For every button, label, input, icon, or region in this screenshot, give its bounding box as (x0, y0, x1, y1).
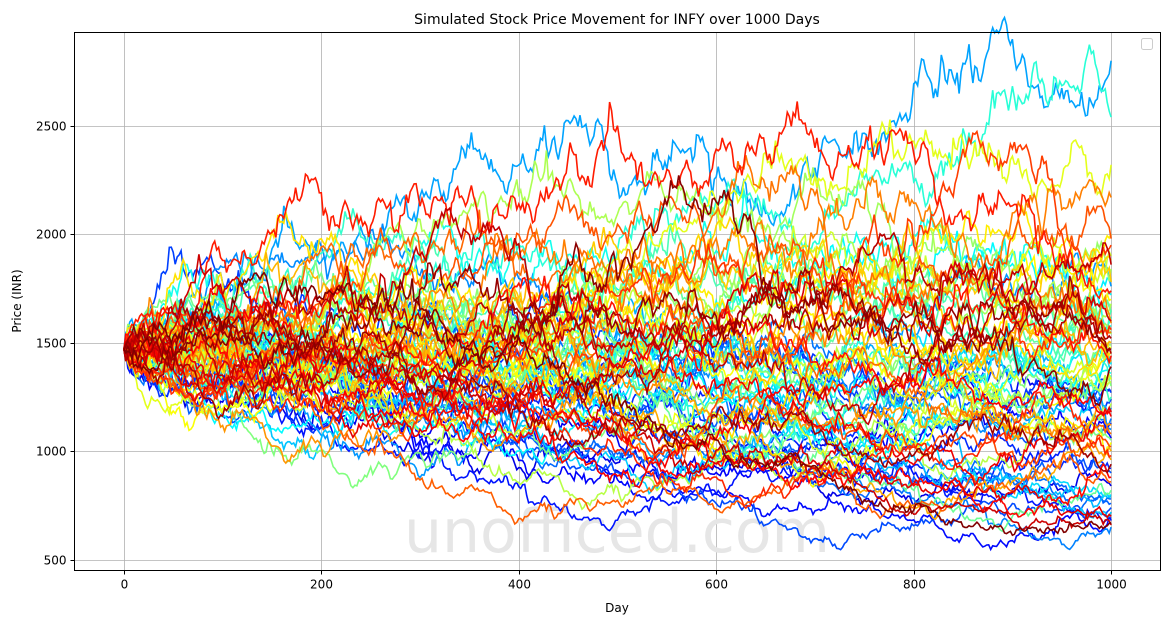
simulation-line (123, 15, 1112, 350)
y-axis-ticks: 500 1000 1500 2000 2500 (36, 120, 75, 568)
simulation-line (123, 262, 1112, 379)
simulation-line (123, 348, 1112, 510)
y-axis-label: Price (INR) (10, 269, 24, 332)
x-tick-label: 1000 (1096, 578, 1127, 592)
y-tick-label: 500 (44, 554, 67, 568)
simulation-line (123, 329, 1112, 518)
x-tick-label: 0 (121, 578, 129, 592)
simulation-line (123, 311, 1112, 532)
simulation-line (123, 271, 1112, 537)
y-tick-label: 1000 (36, 445, 67, 459)
y-tick-label: 2500 (36, 120, 67, 134)
simulation-line (123, 306, 1112, 474)
simulation-line (123, 175, 1112, 407)
simulation-line (123, 194, 1112, 358)
legend-box (1141, 38, 1153, 50)
x-tick-label: 600 (705, 578, 728, 592)
x-axis-label: Day (605, 601, 629, 615)
simulation-line (123, 339, 1112, 465)
y-tick-label: 2000 (36, 228, 67, 242)
simulation-line (123, 279, 1112, 397)
watermark: unofficed.com (404, 497, 830, 567)
simulation-line (123, 101, 1112, 350)
chart-title: Simulated Stock Price Movement for INFY … (414, 12, 820, 28)
simulation-line (123, 334, 1112, 519)
x-tick-label: 200 (310, 578, 333, 592)
simulation-line (123, 209, 1112, 444)
axes-frame (74, 32, 1161, 571)
x-tick-label: 400 (508, 578, 531, 592)
x-tick-label: 800 (903, 578, 926, 592)
y-tick-label: 1500 (36, 337, 67, 351)
x-axis-ticks: 0 200 400 600 800 1000 (121, 570, 1127, 592)
series-lines (123, 15, 1112, 552)
simulation-line (123, 285, 1112, 489)
